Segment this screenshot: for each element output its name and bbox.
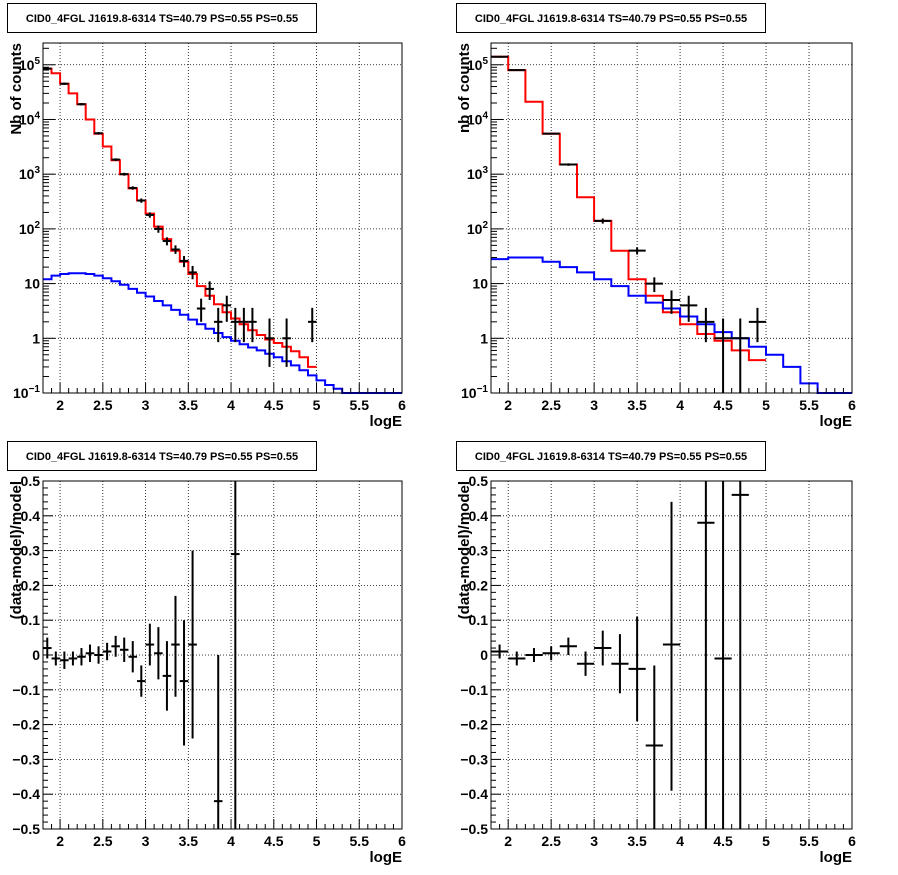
y-tick-label: 104 <box>19 110 41 127</box>
y-tick-label: 0.2 <box>469 577 489 593</box>
y-tick-label: 1 <box>32 330 40 346</box>
y-tick-label: 10 <box>472 276 488 292</box>
x-tick-label: 5 <box>762 833 770 849</box>
y-tick-label: 0.4 <box>469 508 489 524</box>
x-tick-label: 3 <box>590 833 598 849</box>
y-tick-label: 102 <box>467 220 489 237</box>
x-tick-label: 2.5 <box>93 833 113 849</box>
y-tick-label: −0.5 <box>12 821 40 837</box>
x-tick-label: 2.5 <box>541 833 561 849</box>
chart-panel-1: 2 2.5 3 3.5 4 4.5 5 5.5 6 10−1 1 10 102 103 104 105 logE… <box>456 42 856 430</box>
y-tick-label: 0.5 <box>21 473 41 489</box>
x-axis-title: logE <box>370 849 403 866</box>
y-tick-label: −0.4 <box>460 786 488 802</box>
x-tick-label: 3 <box>142 397 150 413</box>
chart-panel-0: 2 2.5 3 3.5 4 4.5 5 5.5 6 10−1 1 10 102 103 104 105 logE… <box>8 42 406 430</box>
y-tick-label: −0.3 <box>460 751 488 767</box>
pad-title-top-right: CID0_4FGL J1619.8-6314 TS=40.79 PS=0.55 … <box>456 3 766 33</box>
plot-frame <box>490 42 853 394</box>
x-tick-label: 3.5 <box>627 833 647 849</box>
x-tick-label: 2 <box>504 833 512 849</box>
x-tick-label: 3 <box>590 397 598 413</box>
y-tick-label: 10−1 <box>13 384 40 401</box>
histogram-series-1 <box>43 272 402 394</box>
x-tick-label: 6 <box>848 397 856 413</box>
x-tick-label: 4.5 <box>264 833 284 849</box>
x-tick-label: 3 <box>142 833 150 849</box>
pad-title-bottom-left: CID0_4FGL J1619.8-6314 TS=40.79 PS=0.55 … <box>7 441 317 471</box>
x-tick-label: 5 <box>313 833 321 849</box>
x-axis-title: logE <box>820 413 853 430</box>
x-tick-label: 2.5 <box>541 397 561 413</box>
y-tick-label: 104 <box>467 110 489 127</box>
y-tick-label: 0 <box>32 647 40 663</box>
y-tick-label: 103 <box>467 165 489 182</box>
x-tick-label: 2.5 <box>93 397 113 413</box>
histogram-series-0 <box>491 55 766 362</box>
pad-title-top-left: CID0_4FGL J1619.8-6314 TS=40.79 PS=0.55 … <box>7 3 317 33</box>
histogram-series-0 <box>43 67 317 368</box>
pad-title-bottom-right: CID0_4FGL J1619.8-6314 TS=40.79 PS=0.55 … <box>456 441 766 471</box>
x-tick-label: 4.5 <box>713 833 733 849</box>
y-tick-label: 105 <box>19 56 41 73</box>
y-tick-label: 0.2 <box>21 577 41 593</box>
x-tick-label: 6 <box>398 397 406 413</box>
y-tick-label: −0.1 <box>12 682 40 698</box>
plot-frame <box>42 42 403 394</box>
x-tick-label: 4.5 <box>713 397 733 413</box>
y-tick-label: 10−1 <box>461 384 488 401</box>
x-tick-label: 4 <box>676 833 684 849</box>
x-tick-label: 5.5 <box>350 833 370 849</box>
x-tick-label: 2 <box>56 833 64 849</box>
x-tick-label: 4 <box>227 833 235 849</box>
x-tick-label: 5.5 <box>799 397 819 413</box>
y-axis-title: Nb of counts <box>8 43 25 135</box>
x-tick-label: 6 <box>398 833 406 849</box>
y-axis-title: (data-model)/model <box>456 481 473 619</box>
y-tick-label: −0.2 <box>12 717 40 733</box>
y-tick-label: 0.4 <box>21 508 41 524</box>
y-tick-label: −0.5 <box>460 821 488 837</box>
x-axis-title: logE <box>820 849 853 866</box>
x-tick-label: 4 <box>676 397 684 413</box>
x-tick-label: 2 <box>504 397 512 413</box>
y-tick-label: 10 <box>24 276 40 292</box>
x-axis-title: logE <box>370 413 403 430</box>
x-tick-label: 3.5 <box>179 833 199 849</box>
x-tick-label: 5 <box>762 397 770 413</box>
y-tick-label: 0.3 <box>21 543 41 559</box>
x-tick-label: 3.5 <box>179 397 199 413</box>
x-tick-label: 5 <box>313 397 321 413</box>
y-tick-label: 1 <box>480 330 488 346</box>
y-tick-label: 0.5 <box>469 473 489 489</box>
y-tick-label: 0.3 <box>469 543 489 559</box>
x-tick-label: 2 <box>56 397 64 413</box>
x-tick-label: 4 <box>227 397 235 413</box>
chart-panel-3: 2 2.5 3 3.5 4 4.5 5 5.5 6 −0.5 −0.4 −0.3 −0.2 −0.1 0 0.… <box>456 473 856 866</box>
y-axis-title: (data-model)/model <box>8 481 25 619</box>
x-tick-label: 5.5 <box>350 397 370 413</box>
y-tick-label: −0.1 <box>460 682 488 698</box>
y-tick-label: 0.1 <box>469 612 489 628</box>
x-tick-label: 4.5 <box>264 397 284 413</box>
y-tick-label: 105 <box>467 56 489 73</box>
y-tick-label: 103 <box>19 165 41 182</box>
y-tick-label: −0.3 <box>12 751 40 767</box>
y-tick-label: −0.4 <box>12 786 40 802</box>
x-tick-label: 5.5 <box>799 833 819 849</box>
x-tick-label: 3.5 <box>627 397 647 413</box>
histogram-series-1 <box>491 256 852 394</box>
y-tick-label: −0.2 <box>460 717 488 733</box>
x-tick-label: 6 <box>848 833 856 849</box>
y-axis-title: nb of counts <box>456 43 473 133</box>
y-tick-label: 0 <box>480 647 488 663</box>
chart-panel-2: 2 2.5 3 3.5 4 4.5 5 5.5 6 −0.5 −0.4 −0.3 −0.2 −0.1 0 0.… <box>8 473 406 866</box>
y-tick-label: 102 <box>19 220 41 237</box>
y-tick-label: 0.1 <box>21 612 41 628</box>
